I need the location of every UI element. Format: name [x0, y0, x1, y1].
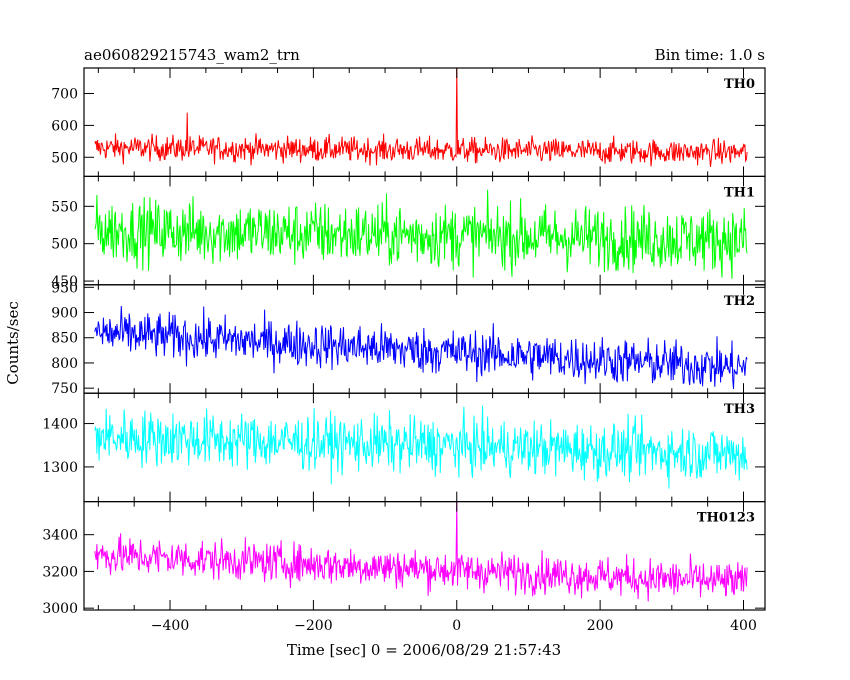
x-tick-label: 200	[587, 618, 614, 634]
panel-label: TH1	[724, 185, 755, 200]
panel-th3: 1300 1400 TH3	[42, 392, 766, 503]
panel-label: TH2	[724, 294, 755, 309]
series-line-th0	[94, 68, 748, 168]
y-tick-label: 500	[51, 237, 78, 253]
y-tick-label: 700	[51, 87, 78, 103]
x-tick-label: 400	[730, 618, 757, 634]
x-tick-label: −200	[294, 618, 332, 634]
panel-th1: 450 500 550 TH1	[51, 175, 766, 290]
panel-th0123: 3000 3200 3400 TH0123	[42, 501, 766, 617]
chart-title: ae060829215743_wam2_trn	[84, 46, 300, 64]
x-tick-label: −400	[151, 618, 189, 634]
y-tick-label: 450	[51, 274, 78, 290]
x-tick-label: 0	[452, 618, 461, 634]
y-tick-label: 3400	[42, 528, 78, 544]
y-tick-label: 500	[51, 150, 78, 166]
y-tick-label: 3000	[42, 601, 78, 617]
y-tick-label: 950	[51, 280, 78, 296]
y-axis-label: Counts/sec	[4, 301, 22, 385]
panel-frame	[83, 67, 766, 178]
y-tick-label: 3200	[42, 564, 78, 580]
y-tick-label: 600	[51, 118, 78, 134]
panel-th0: 500 600 700 TH0	[51, 67, 766, 178]
y-tick-label: 900	[51, 306, 78, 322]
panel-label: TH0	[724, 77, 755, 92]
x-axis: −400 −200 0 200 400	[151, 618, 757, 634]
y-tick-label: 550	[51, 199, 78, 215]
y-tick-label: 800	[51, 356, 78, 372]
chart-subtitle: Bin time: 1.0 s	[655, 46, 765, 64]
y-tick-label: 1300	[42, 460, 78, 476]
y-tick-label: 850	[51, 331, 78, 347]
series-line-th1	[94, 189, 748, 279]
panels-group: 500 600 700 TH0 450 500 550 TH1 750 800 850 900 950 T…	[42, 67, 766, 617]
panel-th2: 750 800 850 900 950 TH2	[51, 280, 766, 397]
y-tick-label: 750	[51, 381, 78, 397]
series-line-th0123	[94, 501, 748, 602]
series-line-th3	[94, 405, 748, 489]
panel-frame	[83, 501, 766, 611]
panel-label: TH3	[724, 402, 755, 417]
series-line-th2	[94, 305, 748, 390]
panel-label: TH0123	[697, 511, 755, 526]
y-tick-label: 1400	[42, 417, 78, 433]
x-axis-label: Time [sec] 0 = 2006/08/29 21:57:43	[287, 641, 561, 659]
